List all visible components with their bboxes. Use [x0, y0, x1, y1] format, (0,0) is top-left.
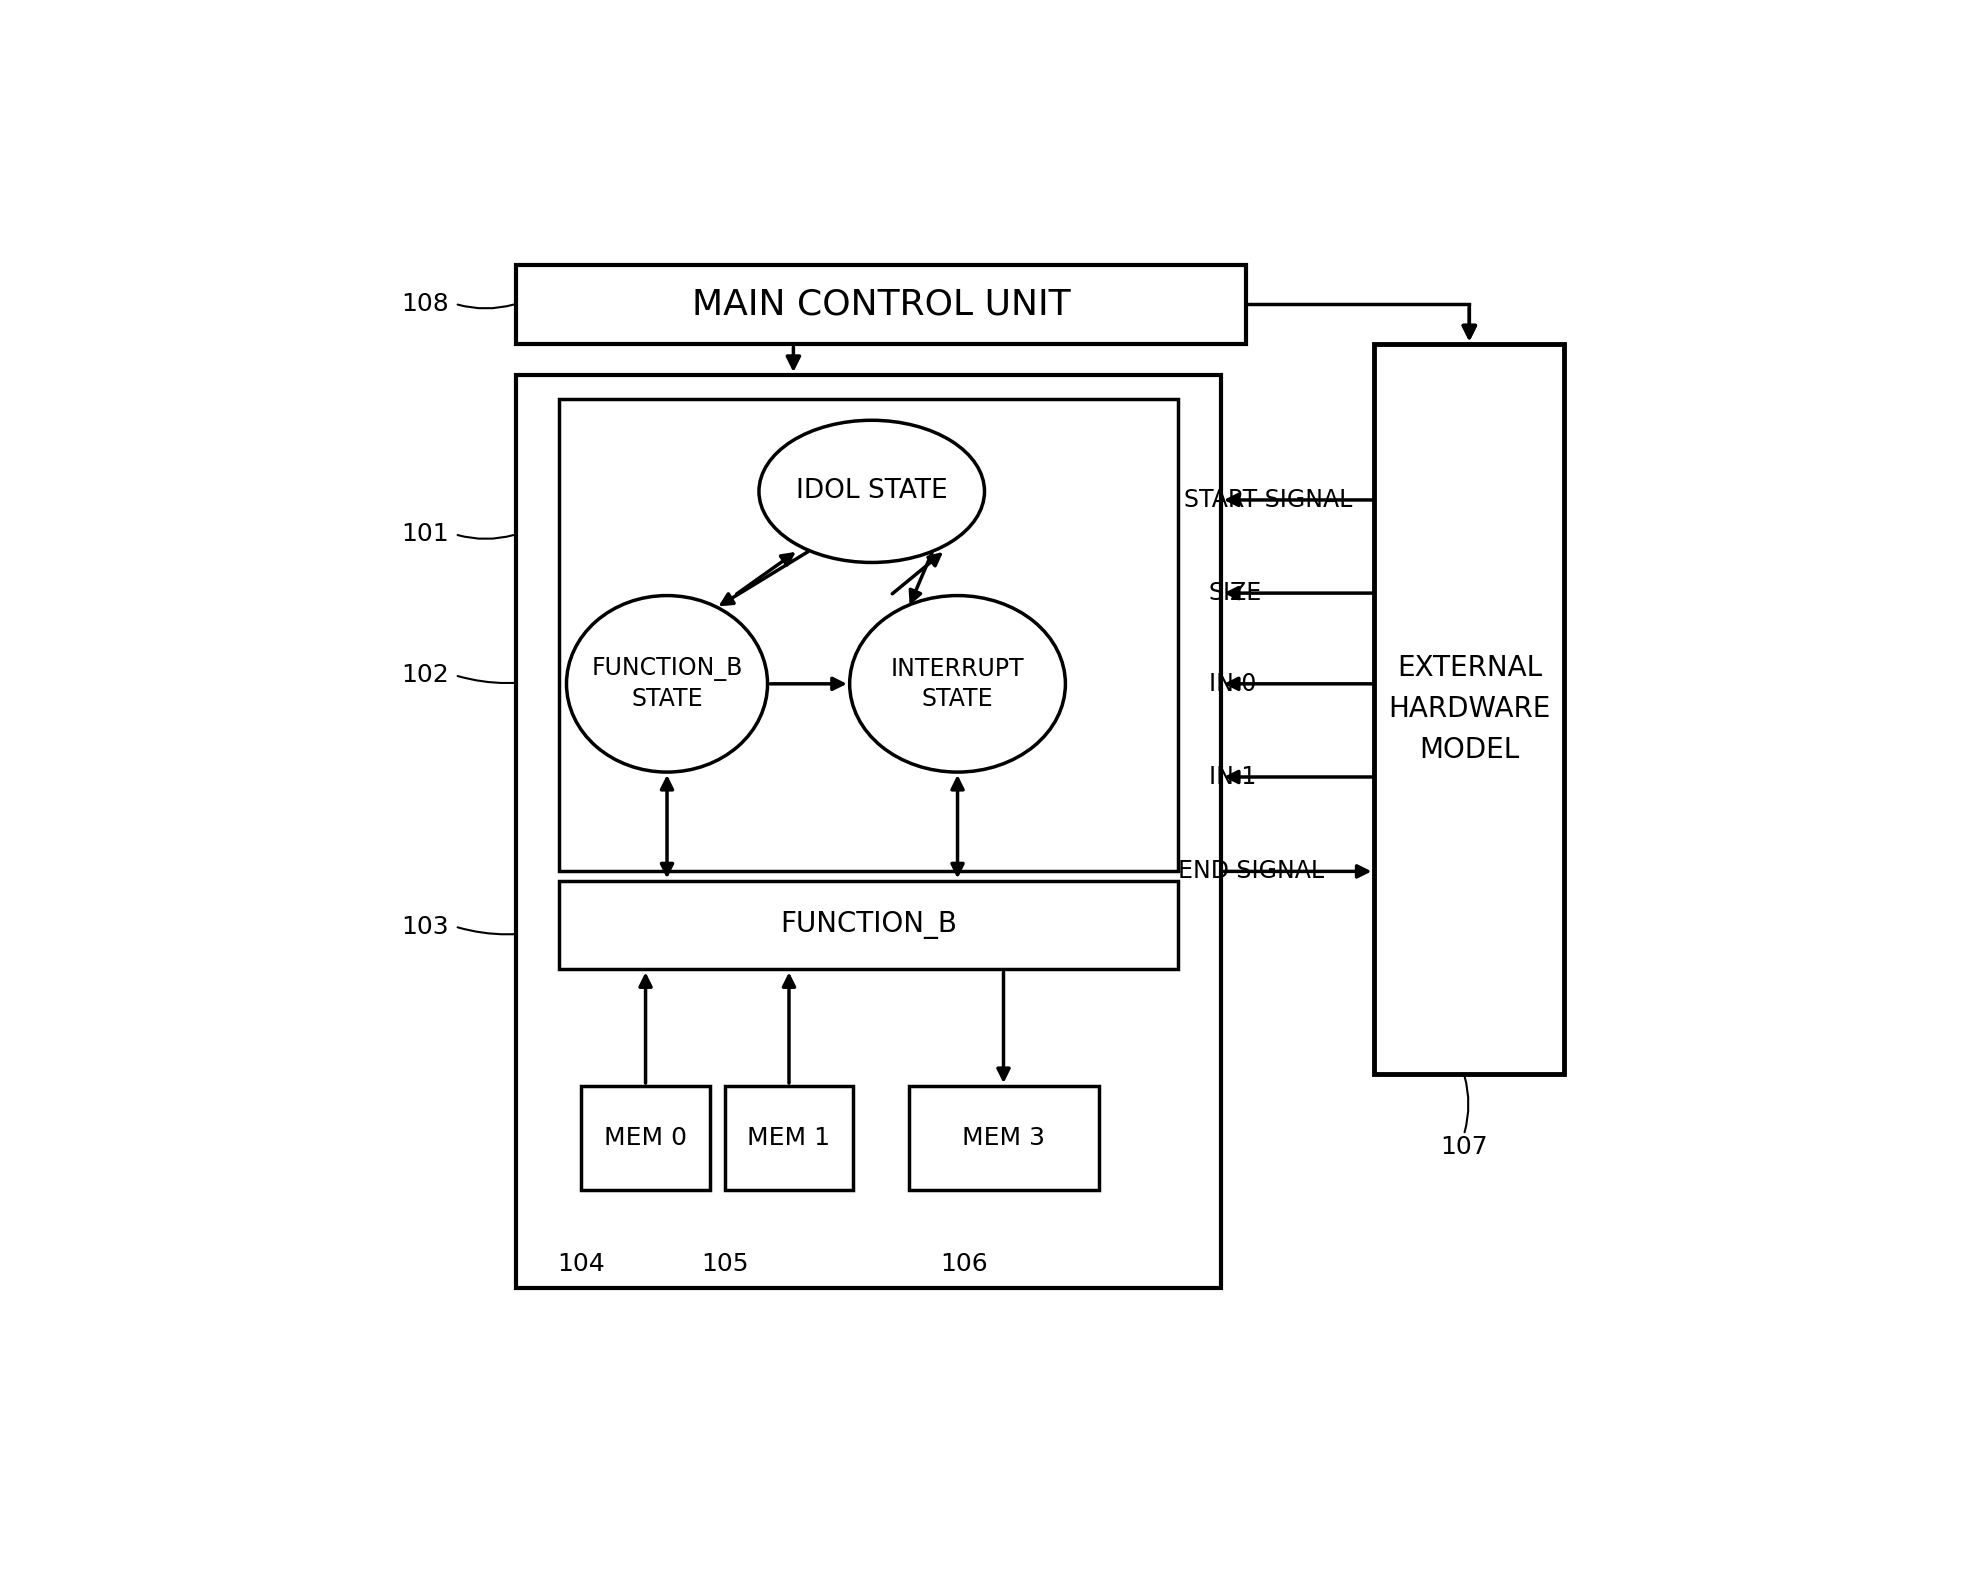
Text: 103: 103 — [401, 914, 449, 939]
Ellipse shape — [567, 595, 767, 772]
Text: MEM 0: MEM 0 — [605, 1126, 688, 1149]
Bar — [559, 882, 1178, 970]
Bar — [516, 374, 1221, 1288]
Text: 107: 107 — [1441, 1135, 1488, 1159]
Ellipse shape — [850, 595, 1065, 772]
Text: IN 0: IN 0 — [1209, 672, 1257, 696]
Text: IN 1: IN 1 — [1209, 766, 1257, 790]
Text: 104: 104 — [557, 1251, 605, 1275]
Text: IDOL STATE: IDOL STATE — [796, 478, 948, 505]
Text: START SIGNAL: START SIGNAL — [1184, 489, 1354, 513]
Text: 102: 102 — [401, 664, 449, 688]
Text: EXTERNAL
HARDWARE
MODEL: EXTERNAL HARDWARE MODEL — [1387, 654, 1551, 764]
Text: 105: 105 — [701, 1251, 749, 1275]
Text: MEM 1: MEM 1 — [747, 1126, 830, 1149]
Text: 101: 101 — [401, 522, 449, 546]
Text: SIZE: SIZE — [1209, 581, 1263, 605]
Bar — [909, 1086, 1099, 1191]
Text: INTERRUPT
STATE: INTERRUPT STATE — [891, 657, 1024, 710]
Text: MAIN CONTROL UNIT: MAIN CONTROL UNIT — [692, 288, 1071, 322]
Text: END SIGNAL: END SIGNAL — [1178, 860, 1324, 884]
Text: 106: 106 — [941, 1251, 988, 1275]
Bar — [559, 400, 1178, 871]
Bar — [581, 1086, 709, 1191]
Text: MEM 3: MEM 3 — [962, 1126, 1045, 1149]
Ellipse shape — [759, 420, 984, 562]
Bar — [1375, 344, 1565, 1073]
Text: FUNCTION_B
STATE: FUNCTION_B STATE — [591, 657, 743, 710]
Text: 108: 108 — [401, 291, 449, 315]
Text: FUNCTION_B: FUNCTION_B — [781, 911, 956, 939]
Bar — [516, 264, 1245, 344]
Bar — [725, 1086, 854, 1191]
